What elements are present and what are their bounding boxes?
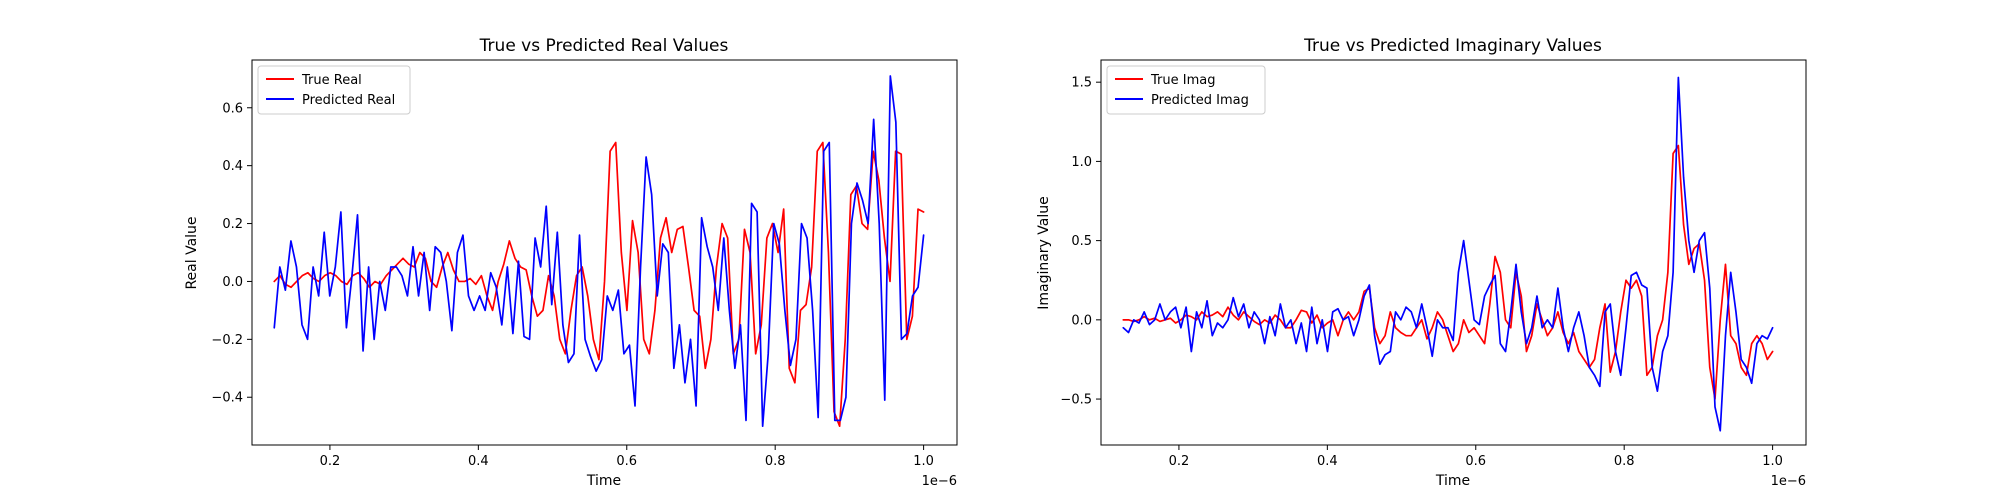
legend-label-true-real: True Real [301, 73, 362, 88]
plot-frame [251, 59, 958, 446]
y-tick-label: 1.5 [1071, 76, 1092, 91]
x-tick-label: 0.8 [1614, 454, 1635, 469]
y-tick-label: 0.2 [222, 217, 243, 232]
imaginary-values-chart: True vs Predicted Imaginary Values −0.5 0… [1036, 36, 1807, 489]
x-axis-label: Time [586, 473, 621, 489]
x-tick-label: 0.6 [616, 454, 637, 469]
plot-frame [1100, 59, 1807, 446]
chart-title: True vs Predicted Imaginary Values [1303, 36, 1602, 56]
y-tick-label: 1.0 [1071, 155, 1092, 170]
x-tick-label: 0.6 [1465, 454, 1486, 469]
x-tick-label: 1.0 [1762, 454, 1783, 469]
x-tick-label: 1.0 [913, 454, 934, 469]
y-axis-label: Imaginary Value [1036, 196, 1052, 310]
x-tick-label: 0.8 [765, 454, 786, 469]
y-tick-label: −0.2 [211, 333, 243, 348]
x-axis-offset-label: 1e−6 [1771, 474, 1806, 489]
series-line-predicted-real [273, 75, 925, 428]
y-tick-label: 0.4 [222, 159, 243, 174]
x-tick-label: 0.4 [468, 454, 489, 469]
y-tick-label: 0.6 [222, 101, 243, 116]
y-tick-label: 0.0 [1071, 313, 1092, 328]
legend: True Imag Predicted Imag [1106, 65, 1266, 115]
plot-lines [273, 75, 925, 428]
x-tick-label: 0.2 [1169, 454, 1190, 469]
legend-label-true-imag: True Imag [1150, 73, 1215, 88]
y-axis-label: Real Value [184, 216, 200, 289]
x-axis-ticks: 0.2 0.4 0.6 0.8 1.0 [320, 445, 934, 469]
series-line-true-imag [1122, 144, 1774, 400]
y-tick-label: −0.4 [211, 391, 243, 406]
y-tick-label: 0.0 [222, 275, 243, 290]
x-axis-offset-label: 1e−6 [922, 474, 957, 489]
x-axis-label: Time [1435, 473, 1470, 489]
x-tick-label: 0.2 [320, 454, 341, 469]
chart-title: True vs Predicted Real Values [479, 36, 729, 56]
legend: True Real Predicted Real [257, 65, 411, 115]
legend-box [257, 65, 411, 115]
real-values-chart: True vs Predicted Real Values −0.4 −0.2 0.… [184, 36, 958, 489]
series-line-true-real [273, 141, 925, 428]
y-tick-label: −0.5 [1060, 393, 1092, 408]
series-line-predicted-imag [1122, 76, 1774, 432]
legend-label-predicted-real: Predicted Real [302, 93, 395, 108]
legend-box [1106, 65, 1266, 115]
x-axis-ticks: 0.2 0.4 0.6 0.8 1.0 [1169, 445, 1783, 469]
y-axis-ticks: −0.5 0.0 0.5 1.0 1.5 [1060, 76, 1101, 408]
y-axis-ticks: −0.4 −0.2 0.0 0.2 0.4 0.6 [211, 101, 252, 406]
plot-lines [1122, 76, 1774, 432]
x-tick-label: 0.4 [1317, 454, 1338, 469]
y-tick-label: 0.5 [1071, 234, 1092, 249]
legend-label-predicted-imag: Predicted Imag [1151, 93, 1249, 108]
